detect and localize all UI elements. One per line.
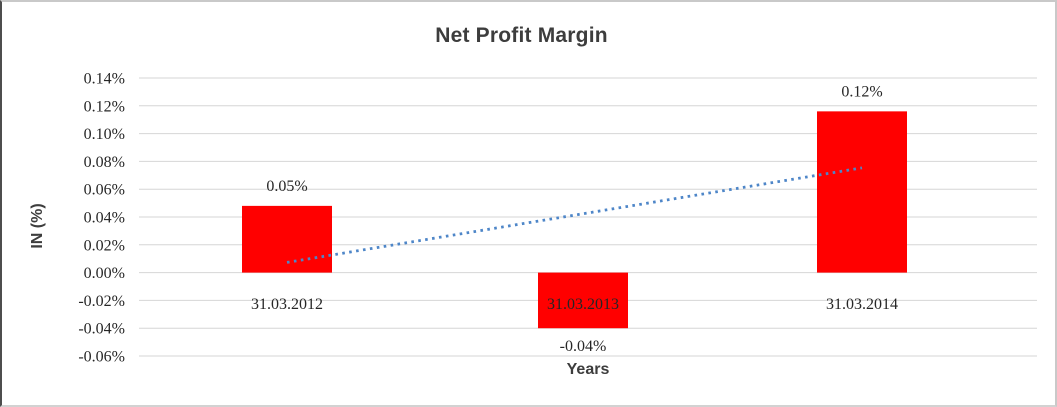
x-category-label: 31.03.2012 bbox=[251, 296, 323, 313]
bar-31.03.2014 bbox=[817, 111, 907, 273]
data-label: -0.04% bbox=[560, 338, 607, 355]
bar-31.03.2012 bbox=[242, 205, 332, 273]
y-tick-label: -0.06% bbox=[78, 349, 125, 366]
data-label: 0.05% bbox=[266, 178, 307, 195]
y-tick-label: 0.12% bbox=[84, 98, 125, 115]
x-category-label: 31.03.2013 bbox=[547, 296, 619, 313]
y-tick-label: 0.04% bbox=[84, 210, 125, 227]
y-tick-label: -0.04% bbox=[78, 321, 125, 338]
y-tick-label: 0.00% bbox=[84, 265, 125, 282]
y-tick-label: 0.06% bbox=[84, 182, 125, 199]
bar-31.03.2013 bbox=[538, 272, 628, 329]
x-category-label: 31.03.2014 bbox=[826, 296, 898, 313]
y-tick-label: 0.08% bbox=[84, 154, 125, 171]
y-tick-label: 0.10% bbox=[84, 126, 125, 143]
trendline bbox=[286, 166, 863, 264]
chart-title: Net Profit Margin bbox=[435, 24, 608, 47]
y-tick-label: -0.02% bbox=[78, 293, 125, 310]
x-axis-title: Years bbox=[566, 361, 610, 378]
y-tick-label: 0.02% bbox=[84, 237, 125, 254]
y-tick-label: 0.14% bbox=[84, 71, 125, 88]
data-label: 0.12% bbox=[841, 83, 882, 100]
